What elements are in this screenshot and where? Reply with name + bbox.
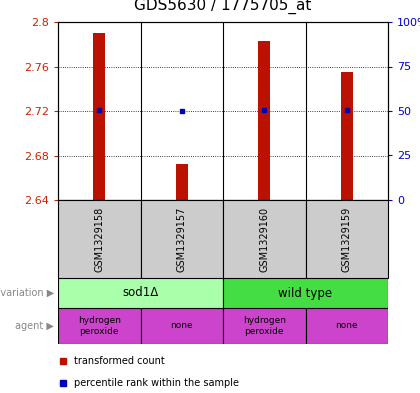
- Bar: [176, 164, 188, 200]
- Text: wild type: wild type: [278, 286, 333, 299]
- Bar: [141, 200, 223, 278]
- Text: transformed count: transformed count: [74, 356, 165, 365]
- Bar: [258, 41, 270, 200]
- Text: agent ▶: agent ▶: [15, 321, 54, 331]
- Text: GSM1329157: GSM1329157: [177, 206, 187, 272]
- Text: percentile rank within the sample: percentile rank within the sample: [74, 378, 239, 388]
- Text: GSM1329158: GSM1329158: [94, 206, 104, 272]
- Text: GSM1329160: GSM1329160: [259, 206, 269, 272]
- Bar: [341, 72, 353, 200]
- Bar: [58, 308, 141, 344]
- Bar: [93, 33, 105, 200]
- Bar: [223, 200, 305, 278]
- Bar: [58, 278, 223, 308]
- Text: genotype/variation ▶: genotype/variation ▶: [0, 288, 54, 298]
- Text: sod1Δ: sod1Δ: [122, 286, 159, 299]
- Text: hydrogen
peroxide: hydrogen peroxide: [78, 316, 121, 336]
- Text: hydrogen
peroxide: hydrogen peroxide: [243, 316, 286, 336]
- Bar: [305, 200, 388, 278]
- Text: GDS5630 / 1775705_at: GDS5630 / 1775705_at: [134, 0, 312, 14]
- Text: GSM1329159: GSM1329159: [342, 206, 352, 272]
- Bar: [305, 308, 388, 344]
- Bar: [223, 308, 305, 344]
- Text: none: none: [336, 321, 358, 331]
- Text: none: none: [171, 321, 193, 331]
- Bar: [58, 200, 141, 278]
- Bar: [223, 278, 388, 308]
- Bar: [141, 308, 223, 344]
